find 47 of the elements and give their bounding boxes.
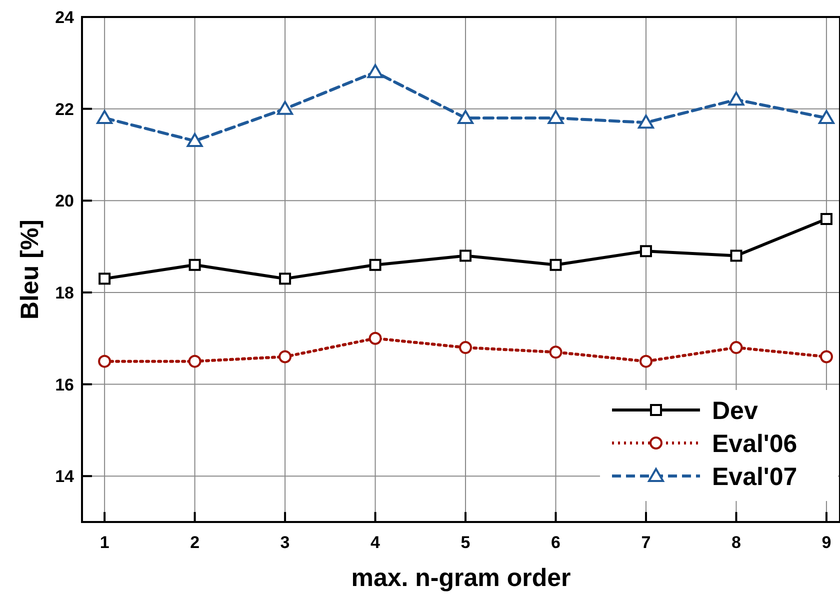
point (640, 245, 652, 258)
point (188, 258, 201, 271)
point (550, 258, 562, 271)
y-tick-label: 20 (55, 192, 74, 211)
point (820, 350, 833, 364)
point (459, 341, 472, 354)
point (820, 213, 832, 225)
point (369, 258, 382, 271)
x-tick-label: 1 (100, 533, 110, 552)
point (818, 110, 834, 124)
point (98, 354, 112, 368)
x-axis-title: max. n-gram order (351, 564, 572, 592)
point (728, 92, 744, 106)
point (98, 272, 111, 285)
legend-label: Eval'07 (712, 463, 798, 491)
x-tick-label: 5 (460, 533, 470, 552)
x-tick-label: 7 (641, 533, 651, 552)
x-tick-label: 2 (190, 533, 200, 552)
point (548, 110, 564, 124)
legend-label: Eval'06 (712, 430, 798, 458)
legend-label: Dev (712, 397, 758, 425)
point (638, 114, 654, 129)
point (730, 250, 742, 262)
x-tick-label: 8 (731, 533, 741, 552)
point (639, 354, 652, 368)
x-tick-label: 3 (280, 533, 290, 552)
point (368, 332, 382, 345)
y-tick-label: 18 (55, 283, 74, 302)
x-tick-label: 4 (370, 533, 381, 552)
x-tick-label: 9 (822, 533, 832, 552)
point (367, 64, 384, 78)
point (279, 272, 292, 285)
point (96, 110, 113, 124)
y-tick-label: 22 (55, 100, 74, 119)
point (278, 350, 292, 364)
point (730, 341, 743, 354)
y-tick-label: 14 (55, 467, 75, 486)
y-tick-label: 24 (55, 8, 75, 27)
point (188, 354, 202, 368)
y-axis-title: Bleu [%] (16, 220, 44, 320)
point (458, 110, 474, 124)
point (549, 346, 562, 359)
point (277, 100, 294, 115)
point (460, 250, 472, 262)
point (186, 132, 203, 147)
y-tick-label: 16 (55, 375, 74, 394)
x-tick-label: 6 (551, 533, 560, 552)
